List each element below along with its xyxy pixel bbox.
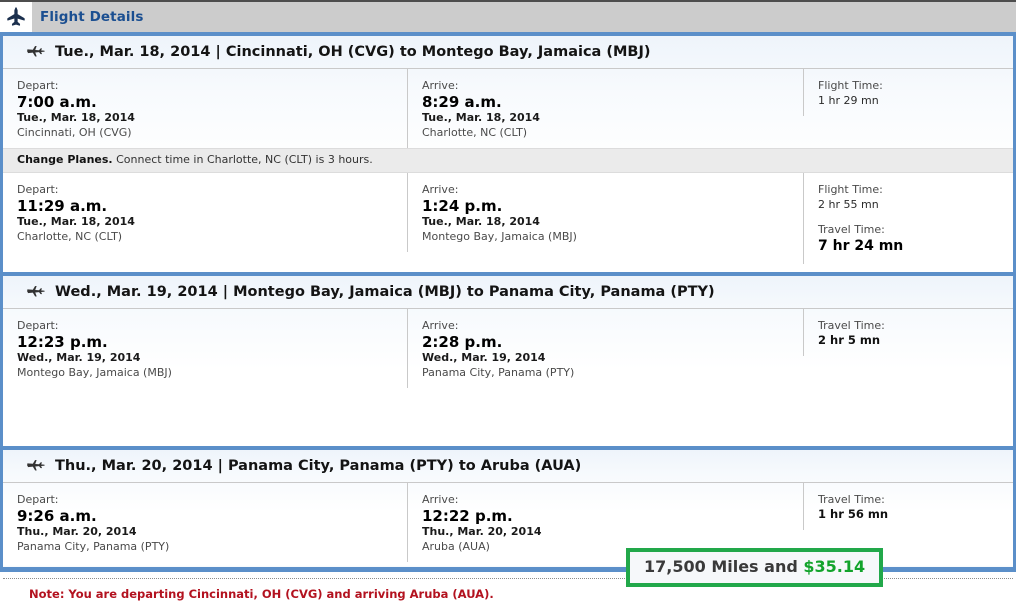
segment-title: Tue., Mar. 18, 2014 | Cincinnati, OH (CV… [55, 44, 651, 60]
price-summary-badge: 17,500 Miles and $35.14 [626, 548, 884, 587]
flight-leg-row: Depart: 12:23 p.m. Wed., Mar. 19, 2014 M… [3, 309, 1013, 388]
segment-title: Thu., Mar. 20, 2014 | Panama City, Panam… [55, 458, 582, 474]
arrive-label: Arrive: [422, 183, 459, 196]
arrive-time: 8:29 a.m. [422, 93, 502, 111]
depart-place: Cincinnati, OH (CVG) [17, 126, 132, 139]
segment-header: Thu., Mar. 20, 2014 | Panama City, Panam… [3, 450, 1013, 482]
travel-time-label: Travel Time: [818, 223, 885, 236]
arrive-time: 12:22 p.m. [422, 507, 513, 525]
arrive-date: Tue., Mar. 18, 2014 [422, 111, 540, 124]
depart-date: Tue., Mar. 18, 2014 [17, 215, 135, 228]
arrive-label: Arrive: [422, 79, 459, 92]
depart-column: Depart: 7:00 a.m. Tue., Mar. 18, 2014 Ci… [3, 69, 407, 148]
depart-time: 12:23 p.m. [17, 333, 108, 351]
arrive-place: Aruba (AUA) [422, 540, 490, 553]
flight-details-frame: Tue., Mar. 18, 2014 | Cincinnati, OH (CV… [0, 32, 1016, 601]
price-amount: $35.14 [803, 557, 866, 576]
arrive-place: Charlotte, NC (CLT) [422, 126, 528, 139]
flight-segment: Thu., Mar. 20, 2014 | Panama City, Panam… [3, 446, 1013, 562]
travel-time-value: 2 hr 5 mn [818, 333, 881, 347]
depart-label: Depart: [17, 183, 59, 196]
travel-time-value: 1 hr 56 mn [818, 507, 889, 521]
depart-date: Thu., Mar. 20, 2014 [17, 525, 137, 538]
arrive-column: Arrive: 2:28 p.m. Wed., Mar. 19, 2014 Pa… [407, 309, 803, 388]
price-miles: 17,500 Miles and [644, 557, 804, 576]
page-title: Flight Details [40, 9, 144, 25]
segment-body: Depart: 9:26 a.m. Thu., Mar. 20, 2014 Pa… [3, 482, 1013, 562]
spacer [818, 212, 1001, 223]
segment-body: Depart: 12:23 p.m. Wed., Mar. 19, 2014 M… [3, 308, 1013, 446]
flight-segment: Wed., Mar. 19, 2014 | Montego Bay, Jamai… [3, 272, 1013, 446]
change-planes-notice: Change Planes. Connect time in Charlotte… [3, 148, 1013, 173]
flight-time-value: 2 hr 55 mn [818, 198, 879, 211]
flight-time-value: 1 hr 29 mn [818, 94, 879, 107]
depart-label: Depart: [17, 493, 59, 506]
flight-leg-row: Depart: 7:00 a.m. Tue., Mar. 18, 2014 Ci… [3, 69, 1013, 148]
change-planes-text: Connect time in Charlotte, NC (CLT) is 3… [112, 153, 373, 166]
depart-label: Depart: [17, 79, 59, 92]
arrive-column: Arrive: 8:29 a.m. Tue., Mar. 18, 2014 Ch… [407, 69, 803, 148]
titlebar-icon-box [0, 2, 32, 32]
time-column: Travel Time: 1 hr 56 mn [803, 483, 1013, 530]
flight-leg-row: Depart: 11:29 a.m. Tue., Mar. 18, 2014 C… [3, 173, 1013, 264]
depart-time: 9:26 a.m. [17, 507, 97, 525]
spacer [3, 388, 1013, 446]
depart-place: Montego Bay, Jamaica (MBJ) [17, 366, 172, 379]
airplane-icon [27, 45, 45, 57]
arrive-date: Wed., Mar. 19, 2014 [422, 351, 546, 364]
depart-label: Depart: [17, 319, 59, 332]
itinerary-note: Note: You are departing Cincinnati, OH (… [29, 587, 494, 601]
flight-time-label: Flight Time: [818, 183, 883, 196]
depart-place: Charlotte, NC (CLT) [17, 230, 123, 243]
segment-title: Wed., Mar. 19, 2014 | Montego Bay, Jamai… [55, 284, 715, 300]
spacer [3, 264, 1013, 272]
arrive-time: 2:28 p.m. [422, 333, 503, 351]
arrive-time: 1:24 p.m. [422, 197, 503, 215]
arrive-column: Arrive: 1:24 p.m. Tue., Mar. 18, 2014 Mo… [407, 173, 803, 252]
arrive-label: Arrive: [422, 493, 459, 506]
depart-date: Tue., Mar. 18, 2014 [17, 111, 135, 124]
footer: Note: You are departing Cincinnati, OH (… [3, 548, 1013, 601]
segment-body: Depart: 7:00 a.m. Tue., Mar. 18, 2014 Ci… [3, 68, 1013, 272]
airplane-icon [27, 459, 45, 471]
arrive-column: Arrive: 12:22 p.m. Thu., Mar. 20, 2014 A… [407, 483, 803, 562]
arrive-date: Tue., Mar. 18, 2014 [422, 215, 540, 228]
arrive-place: Panama City, Panama (PTY) [422, 366, 575, 379]
depart-column: Depart: 11:29 a.m. Tue., Mar. 18, 2014 C… [3, 173, 407, 252]
depart-time: 7:00 a.m. [17, 93, 97, 111]
flight-segment: Tue., Mar. 18, 2014 | Cincinnati, OH (CV… [3, 36, 1013, 272]
change-planes-label: Change Planes. [17, 153, 113, 166]
arrive-place: Montego Bay, Jamaica (MBJ) [422, 230, 577, 243]
time-column: Travel Time: 2 hr 5 mn [803, 309, 1013, 356]
flight-time-label: Flight Time: [818, 79, 883, 92]
travel-time-value: 7 hr 24 mn [818, 238, 904, 254]
depart-time: 11:29 a.m. [17, 197, 108, 215]
travel-time-label: Travel Time: [818, 493, 885, 506]
airplane-icon [7, 7, 25, 26]
titlebar: Flight Details [0, 0, 1016, 32]
time-column: Flight Time: 1 hr 29 mn [803, 69, 1013, 116]
depart-date: Wed., Mar. 19, 2014 [17, 351, 141, 364]
time-column: Flight Time: 2 hr 55 mn Travel Time: 7 h… [803, 173, 1013, 264]
flight-leg-row: Depart: 9:26 a.m. Thu., Mar. 20, 2014 Pa… [3, 483, 1013, 562]
depart-column: Depart: 9:26 a.m. Thu., Mar. 20, 2014 Pa… [3, 483, 407, 562]
segment-header: Tue., Mar. 18, 2014 | Cincinnati, OH (CV… [3, 36, 1013, 68]
depart-column: Depart: 12:23 p.m. Wed., Mar. 19, 2014 M… [3, 309, 407, 388]
travel-time-label: Travel Time: [818, 319, 885, 332]
arrive-label: Arrive: [422, 319, 459, 332]
depart-place: Panama City, Panama (PTY) [17, 540, 170, 553]
airplane-icon [27, 285, 45, 297]
segment-header: Wed., Mar. 19, 2014 | Montego Bay, Jamai… [3, 276, 1013, 308]
arrive-date: Thu., Mar. 20, 2014 [422, 525, 542, 538]
